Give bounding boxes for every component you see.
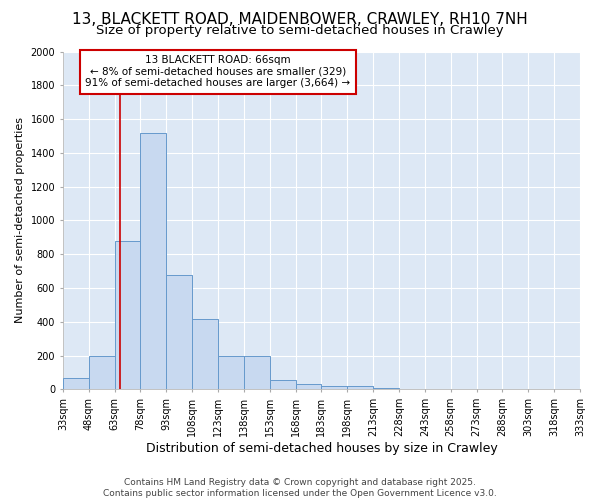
Bar: [269, 380, 296, 390]
Bar: [373, 388, 399, 390]
Text: Contains HM Land Registry data © Crown copyright and database right 2025.
Contai: Contains HM Land Registry data © Crown c…: [103, 478, 497, 498]
Bar: [399, 388, 425, 390]
Bar: [296, 384, 322, 390]
Y-axis label: Number of semi-detached properties: Number of semi-detached properties: [15, 118, 25, 324]
X-axis label: Distribution of semi-detached houses by size in Crawley: Distribution of semi-detached houses by …: [146, 442, 497, 455]
Bar: [140, 132, 166, 390]
Bar: [244, 356, 269, 390]
Text: 13, BLACKETT ROAD, MAIDENBOWER, CRAWLEY, RH10 7NH: 13, BLACKETT ROAD, MAIDENBOWER, CRAWLEY,…: [72, 12, 528, 28]
Text: Size of property relative to semi-detached houses in Crawley: Size of property relative to semi-detach…: [96, 24, 504, 37]
Bar: [63, 378, 89, 390]
Text: 13 BLACKETT ROAD: 66sqm
← 8% of semi-detached houses are smaller (329)
91% of se: 13 BLACKETT ROAD: 66sqm ← 8% of semi-det…: [85, 55, 350, 88]
Bar: [218, 356, 244, 390]
Bar: [89, 356, 115, 390]
Bar: [166, 274, 192, 390]
Bar: [192, 320, 218, 390]
Bar: [322, 386, 347, 390]
Bar: [425, 389, 451, 390]
Bar: [347, 386, 373, 390]
Bar: [115, 240, 140, 390]
